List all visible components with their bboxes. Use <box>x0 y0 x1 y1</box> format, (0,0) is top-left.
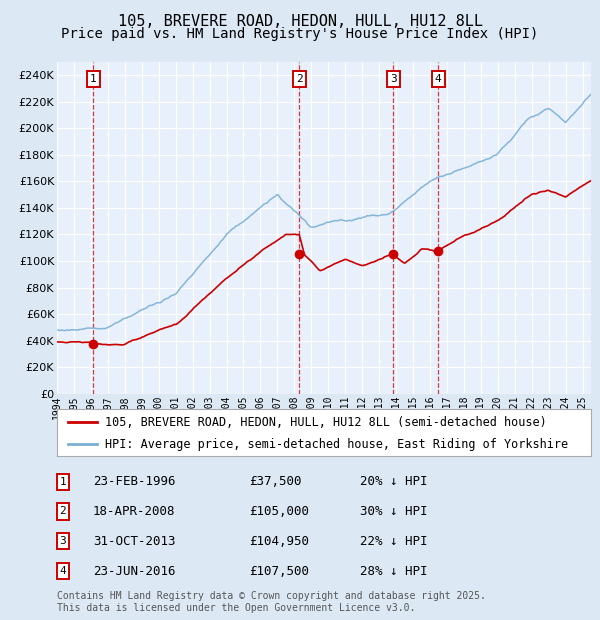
Text: 18-APR-2008: 18-APR-2008 <box>93 505 176 518</box>
Text: 4: 4 <box>59 566 67 576</box>
Text: 2: 2 <box>59 507 67 516</box>
Text: £105,000: £105,000 <box>249 505 309 518</box>
Text: 28% ↓ HPI: 28% ↓ HPI <box>360 565 427 577</box>
Text: 1: 1 <box>59 477 67 487</box>
Text: 22% ↓ HPI: 22% ↓ HPI <box>360 535 427 547</box>
Text: 3: 3 <box>390 74 397 84</box>
Text: £37,500: £37,500 <box>249 476 302 488</box>
Text: 1: 1 <box>90 74 97 84</box>
Text: Contains HM Land Registry data © Crown copyright and database right 2025.
This d: Contains HM Land Registry data © Crown c… <box>57 591 486 613</box>
Text: £107,500: £107,500 <box>249 565 309 577</box>
Text: Price paid vs. HM Land Registry's House Price Index (HPI): Price paid vs. HM Land Registry's House … <box>61 27 539 41</box>
Text: 4: 4 <box>435 74 442 84</box>
Text: £104,950: £104,950 <box>249 535 309 547</box>
Text: 3: 3 <box>59 536 67 546</box>
Text: 105, BREVERE ROAD, HEDON, HULL, HU12 8LL: 105, BREVERE ROAD, HEDON, HULL, HU12 8LL <box>118 14 482 29</box>
Text: HPI: Average price, semi-detached house, East Riding of Yorkshire: HPI: Average price, semi-detached house,… <box>105 438 568 451</box>
Text: 23-FEB-1996: 23-FEB-1996 <box>93 476 176 488</box>
Text: 20% ↓ HPI: 20% ↓ HPI <box>360 476 427 488</box>
Text: 2: 2 <box>296 74 303 84</box>
Text: 105, BREVERE ROAD, HEDON, HULL, HU12 8LL (semi-detached house): 105, BREVERE ROAD, HEDON, HULL, HU12 8LL… <box>105 416 547 428</box>
Text: 30% ↓ HPI: 30% ↓ HPI <box>360 505 427 518</box>
Text: 23-JUN-2016: 23-JUN-2016 <box>93 565 176 577</box>
Text: 31-OCT-2013: 31-OCT-2013 <box>93 535 176 547</box>
